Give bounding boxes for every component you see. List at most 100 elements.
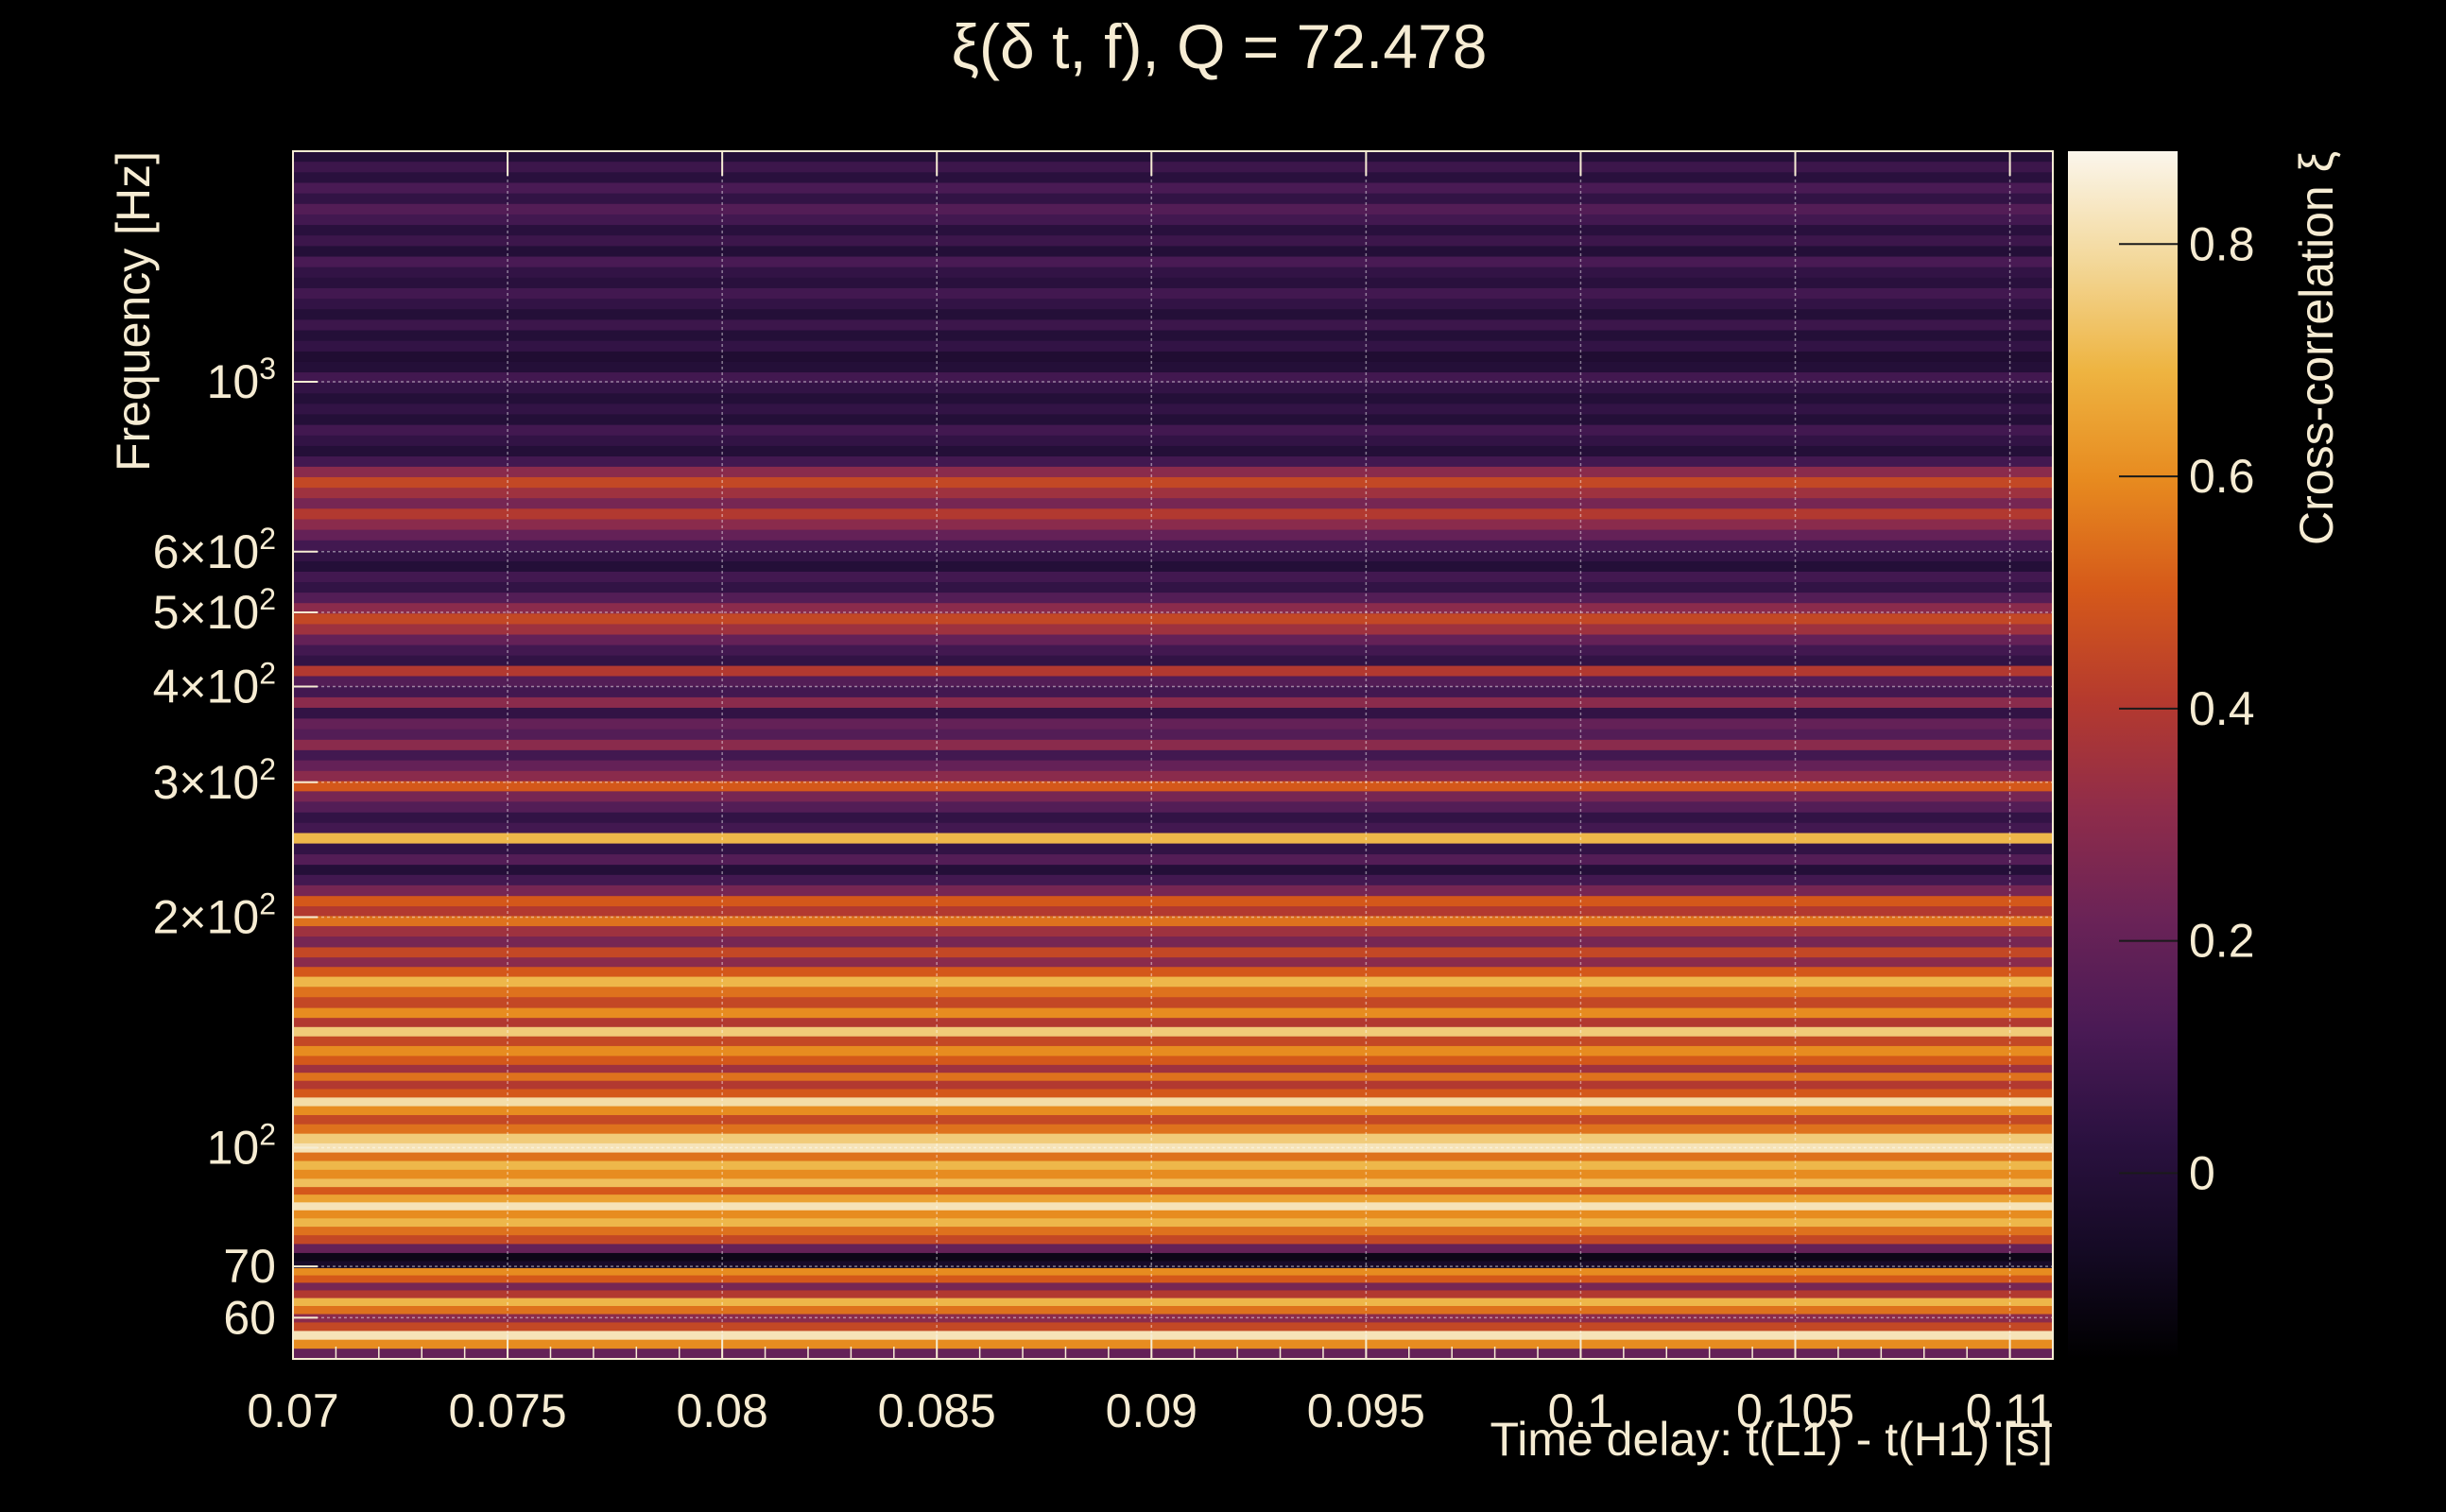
heatmap-row [293,729,2053,740]
heatmap-row [293,424,2053,436]
colorbar-tick-label: 0.8 [2189,217,2255,270]
heatmap-row [293,1124,2053,1134]
heatmap-row [293,413,2053,425]
heatmap-row [293,1252,2053,1262]
heatmap-row [293,895,2053,907]
heatmap-row [293,1007,2053,1019]
heatmap-row [293,1201,2053,1211]
heatmap-row [293,655,2053,666]
heatmap-row [293,1267,2053,1276]
heatmap-row [293,946,2053,958]
y-tick-label: 2×102 [153,887,276,944]
heatmap-row [293,340,2053,352]
heatmap-row [293,161,2053,173]
heatmap-row [293,686,2053,697]
heatmap-row [293,1017,2053,1027]
heatmap-row [293,864,2053,875]
heatmap-row [293,1036,2053,1046]
heatmap-row [293,1160,2053,1170]
heatmap-row [293,996,2053,1008]
heatmap-row [293,966,2053,977]
heatmap-row [293,664,2053,677]
heatmap-row [293,800,2053,813]
heatmap-row [293,581,2053,593]
heatmap-row [293,435,2053,446]
heatmap-row [293,1169,2053,1179]
heatmap-row [293,1289,2053,1298]
colorbar-tick-label: 0.4 [2189,682,2255,735]
heatmap-row [293,550,2053,561]
heatmap-row [293,151,2053,163]
heatmap-row [293,181,2053,194]
colorbar-label: Cross-correlation ξ [2290,151,2343,545]
heatmap-row [293,1045,2053,1057]
heatmap-row [293,361,2053,373]
heatmap-row [293,266,2053,278]
heatmap-row [293,1243,2053,1253]
heatmap-row [293,739,2053,750]
heatmap-row [293,905,2053,917]
heatmap-row [293,255,2053,267]
y-tick-label: 70 [223,1240,276,1293]
x-tick-label: 0.105 [1736,1384,1854,1437]
heatmap-row [293,1297,2053,1306]
heatmap-row [293,696,2053,708]
x-tick-label: 0.07 [247,1384,338,1437]
heatmap-row [293,717,2053,730]
heatmap-row [293,224,2053,236]
heatmap-row [293,1072,2053,1081]
heatmap-row [293,707,2053,719]
heatmap-row [293,843,2053,855]
y-tick-label: 102 [207,1118,276,1175]
heatmap-row [293,915,2053,927]
y-tick-label: 4×102 [153,657,276,713]
heatmap-row [293,1143,2053,1153]
heatmap-row [293,245,2053,257]
heatmap-row [293,1313,2053,1323]
plot-frame [292,150,2054,1360]
heatmap-row [293,392,2053,404]
heatmap-cells [293,151,2053,1359]
y-tick-label: 6×102 [153,522,276,578]
heatmap-row [293,1151,2053,1161]
heatmap-row [293,1133,2053,1143]
heatmap-row [293,1226,2053,1236]
x-tick-label: 0.09 [1106,1384,1197,1437]
heatmap-row [293,602,2053,614]
y-tick-label: 103 [207,352,276,408]
heatmap-row [293,371,2053,384]
colorbar-ticks: 0 0.2 0.4 0.6 0.8 [2119,217,2255,1199]
x-axis: 0.07 0.075 0.08 0.085 0.09 0.095 0.1 0.105 0.11 [247,151,2054,1437]
heatmap-row [293,1105,2053,1115]
y-tick-label: 60 [223,1291,276,1344]
heatmap-row [293,171,2053,183]
heatmap-row [293,308,2053,320]
heatmap-row [293,455,2053,467]
heatmap-row [293,1194,2053,1203]
heatmap-row [293,571,2053,583]
heatmap-row [293,986,2053,998]
heatmap-row [293,214,2053,226]
heatmap-row [293,822,2053,833]
heatmap-row [293,853,2053,866]
heatmap-row [293,1080,2053,1090]
heatmap-row [293,812,2053,823]
y-tick-label: 5×102 [153,582,276,639]
x-tick-label: 0.1 [1548,1384,1614,1437]
heatmap-row [293,956,2053,968]
heatmap-row [293,507,2053,520]
heatmap-row [293,318,2053,331]
heatmap-row [293,1281,2053,1291]
heatmap-row [293,540,2053,551]
colorbar-tick-label: 0.2 [2189,915,2255,968]
heatmap-row [293,234,2053,247]
heatmap-row [293,1055,2053,1065]
heatmap-row [293,1177,2053,1188]
heatmap-row [293,277,2053,289]
heatmap-row [293,925,2053,937]
heatmap-row [293,612,2053,625]
heatmap-row [293,749,2053,761]
heatmap-row [293,382,2053,394]
